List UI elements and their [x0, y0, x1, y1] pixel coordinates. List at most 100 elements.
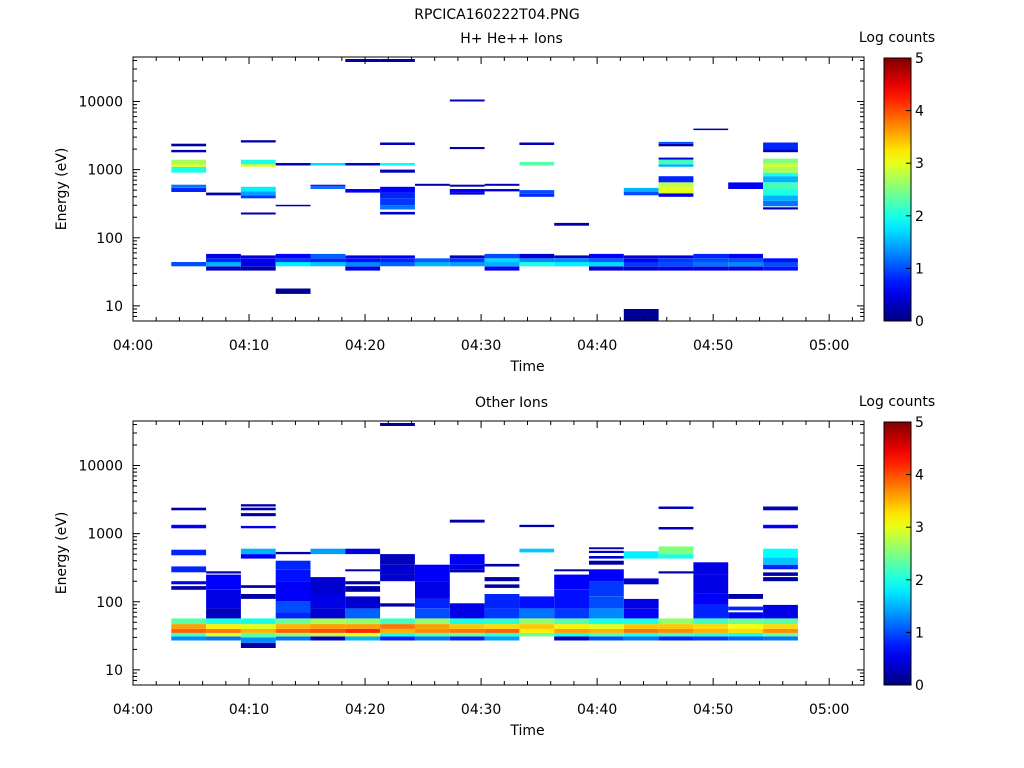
heatmap-cell: [658, 506, 694, 509]
x-tick-label: 04:30: [461, 702, 501, 718]
heatmap-cell: [554, 628, 589, 633]
heatmap-cell: [728, 628, 763, 633]
heatmap-cell: [484, 253, 520, 259]
heatmap-cell: [345, 596, 381, 609]
heatmap-cell: [275, 253, 311, 259]
heatmap-cell: [763, 163, 798, 167]
heatmap-cell: [623, 608, 659, 619]
heatmap-cell: [589, 547, 624, 550]
x-axis-label: Time: [509, 723, 544, 739]
heatmap-cell: [554, 589, 589, 609]
heatmap-cell: [275, 624, 311, 629]
heatmap-cell: [171, 166, 207, 173]
heatmap-cell: [310, 628, 346, 633]
heatmap-cell: [728, 258, 763, 263]
heatmap-cell: [658, 258, 694, 263]
heatmap-cell: [345, 262, 381, 267]
heatmap-cell: [484, 618, 520, 625]
colorbar-label: Log counts: [859, 394, 935, 410]
heatmap-cell: [345, 581, 381, 585]
heatmap-cell: [763, 548, 798, 558]
heatmap-cell: [554, 618, 589, 625]
heatmap-cell: [658, 143, 694, 147]
heatmap-cell: [345, 586, 381, 592]
y-axis-label: Energy (eV): [54, 512, 70, 595]
x-tick-label: 05:00: [809, 702, 849, 718]
heatmap-cell: [380, 554, 415, 565]
heatmap-cell: [171, 184, 207, 188]
heatmap-cell: [310, 258, 346, 263]
heatmap-cell: [449, 192, 485, 195]
heatmap-cell: [519, 624, 555, 629]
colorbar-tick-label: 4: [915, 104, 924, 120]
heatmap-cell: [380, 205, 415, 210]
y-tick-label: 10000: [78, 459, 123, 475]
heatmap-cell: [693, 624, 729, 629]
heatmap-cell: [171, 143, 207, 147]
heatmap-cell: [206, 624, 241, 629]
heatmap-cell: [449, 624, 485, 629]
heatmap-cell: [693, 562, 729, 575]
heatmap-cell: [693, 266, 729, 271]
heatmap-cell: [345, 632, 381, 637]
heatmap-cell: [380, 636, 415, 641]
heatmap-cell: [728, 262, 763, 267]
heatmap-cell: [484, 584, 520, 588]
heatmap-cell: [310, 184, 346, 187]
heatmap-cell: [171, 628, 207, 633]
heatmap-cell: [275, 581, 311, 602]
heatmap-cell: [275, 636, 311, 641]
heatmap-cell: [693, 628, 729, 633]
heatmap-cell: [415, 632, 450, 637]
heatmap-cell: [554, 632, 589, 637]
heatmap-cell: [449, 255, 485, 259]
heatmap-cell: [240, 140, 276, 143]
heatmap-cell: [623, 636, 659, 641]
plot-frame: [132, 56, 865, 322]
x-tick-label: 04:20: [345, 702, 385, 718]
heatmap-cell: [240, 191, 276, 196]
heatmap-cell: [380, 628, 415, 633]
heatmap-cell: [171, 636, 207, 641]
colorbar-tick-label: 0: [915, 678, 924, 694]
heatmap-cell: [206, 628, 241, 633]
heatmap-cell: [240, 618, 276, 625]
y-tick-label: 1000: [87, 527, 123, 543]
heatmap-cell: [519, 142, 555, 145]
x-tick-label: 04:10: [229, 338, 269, 354]
heatmap-cell: [658, 157, 694, 160]
heatmap-cell: [484, 628, 520, 633]
heatmap-cell: [728, 606, 763, 611]
heatmap-cell: [206, 608, 241, 619]
heatmap-cell: [240, 637, 276, 643]
heatmap-cell: [171, 581, 207, 585]
heatmap-cell: [310, 262, 346, 267]
panel-title: H+ He++ Ions: [460, 31, 563, 47]
heatmap-cell: [380, 258, 415, 263]
heatmap-cell: [519, 632, 555, 637]
heatmap-cell: [658, 182, 694, 187]
x-tick-label: 04:00: [113, 702, 153, 718]
heatmap-cell: [449, 632, 485, 637]
heatmap-cell: [484, 563, 520, 567]
heatmap-cell: [380, 163, 415, 166]
heatmap-cell: [240, 507, 276, 511]
y-tick-label: 10000: [78, 95, 123, 111]
heatmap-cell: [484, 608, 520, 619]
heatmap-cell: [763, 149, 798, 153]
heatmap-cell: [589, 628, 624, 633]
heatmap-cell: [380, 169, 415, 173]
colorbar: [883, 57, 912, 322]
heatmap-cell: [763, 207, 798, 210]
heatmap-cell: [415, 618, 450, 625]
y-tick-label: 10: [105, 299, 123, 315]
colorbar-tick-label: 2: [915, 573, 924, 589]
heatmap-cell: [345, 258, 381, 263]
heatmap-cell: [658, 255, 694, 259]
heatmap-cell: [554, 624, 589, 629]
heatmap-cell: [589, 262, 624, 267]
heatmap-cell: [693, 128, 729, 131]
heatmap-cells: [171, 59, 798, 321]
heatmap-cell: [310, 636, 346, 641]
y-tick-label: 100: [96, 231, 123, 247]
